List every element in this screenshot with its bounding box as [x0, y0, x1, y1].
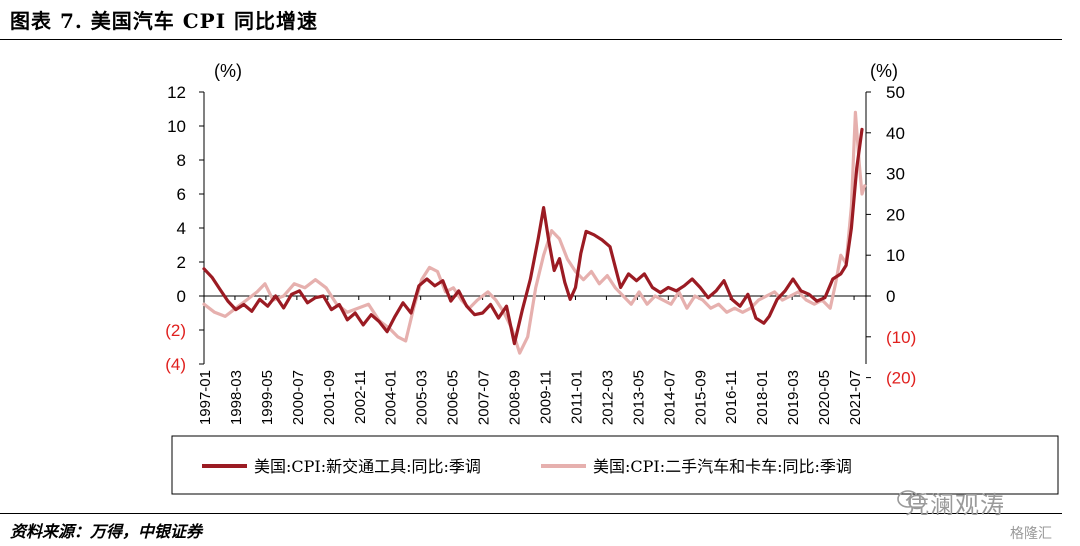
legend-box — [171, 435, 1059, 495]
x-tick-label: 2001-09 — [321, 370, 338, 425]
x-tick-label: 2012-03 — [599, 370, 616, 425]
right-tick-label: 10 — [886, 246, 905, 265]
right-axis: 50 40 30 20 10 0 (10) (20) (%) — [866, 61, 916, 388]
right-tick-label: 20 — [886, 205, 905, 224]
wechat-icon — [897, 490, 926, 510]
x-tick-label: 2004-01 — [383, 370, 400, 425]
right-tick-label: 0 — [886, 287, 895, 306]
left-tick-label: 2 — [177, 253, 186, 272]
x-tick-label: 2019-03 — [785, 370, 802, 425]
series-new-vehicles-line — [202, 127, 864, 346]
right-tick-label: 30 — [886, 165, 905, 184]
source-note: 资料来源：万得，中银证券 — [10, 522, 203, 541]
left-tick-label: (4) — [165, 355, 186, 374]
x-axis: 1997-01 1998-03 1999-05 2000-07 2001-09 2002-… — [197, 296, 864, 425]
top-rule — [0, 39, 1062, 40]
right-tick-label: 40 — [886, 124, 905, 143]
left-unit-label: (%) — [214, 61, 242, 81]
left-tick-label: 6 — [177, 185, 186, 204]
legend-label-new-vehicles: 美国:CPI:新交通工具:同比:季调 — [254, 457, 481, 476]
x-tick-label: 2014-07 — [661, 370, 678, 425]
x-tick-label: 2013-05 — [630, 370, 647, 425]
x-tick-label: 2011-01 — [568, 370, 585, 424]
legend: 美国:CPI:新交通工具:同比:季调 美国:CPI:二手汽车和卡车:同比:季调 — [171, 435, 1059, 495]
x-tick-label: 2018-01 — [754, 370, 771, 425]
left-tick-label: 0 — [177, 287, 186, 306]
left-tick-label: 10 — [167, 117, 186, 136]
watermark-text: 凭澜观涛 — [905, 491, 1005, 519]
plot-frame — [203, 92, 867, 364]
legend-label-used-cars: 美国:CPI:二手汽车和卡车:同比:季调 — [593, 457, 852, 476]
x-tick-label: 2020-05 — [816, 370, 833, 425]
left-tick-label: 4 — [177, 219, 186, 238]
left-tick-label: 12 — [167, 83, 186, 102]
chart-title: 图表 7. 美国汽车 CPI 同比增速 — [10, 9, 319, 33]
right-tick-label: 50 — [886, 83, 905, 102]
right-tick-label: (20) — [886, 369, 916, 388]
x-tick-label: 2006-05 — [445, 370, 462, 425]
bottom-rule — [0, 513, 1062, 514]
x-tick-label: 1999-05 — [259, 370, 276, 425]
x-tick-label: 2005-03 — [414, 370, 431, 425]
x-tick-label: 2021-07 — [847, 370, 864, 425]
x-tick-label: 2008-09 — [507, 370, 524, 425]
watermark-sub: 格隆汇 — [1010, 526, 1052, 542]
left-tick-label: 8 — [177, 151, 186, 170]
x-tick-label: 2015-09 — [692, 370, 709, 425]
right-tick-label: (10) — [886, 328, 916, 347]
left-axis: 12 10 8 6 4 2 0 (2) (4) (%) — [165, 61, 242, 374]
x-tick-label: 1997-01 — [197, 370, 214, 425]
x-tick-label: 2000-07 — [290, 370, 307, 425]
right-unit-label: (%) — [870, 61, 898, 81]
x-tick-label: 2002-11 — [352, 370, 369, 424]
series-used-cars-line — [202, 110, 867, 355]
left-tick-label: (2) — [165, 321, 186, 340]
x-tick-label: 2016-11 — [723, 370, 740, 424]
x-tick-label: 2007-07 — [476, 370, 493, 425]
x-tick-label: 1998-03 — [228, 370, 245, 425]
x-tick-label: 2009-11 — [538, 370, 555, 424]
series-lines — [202, 110, 867, 355]
